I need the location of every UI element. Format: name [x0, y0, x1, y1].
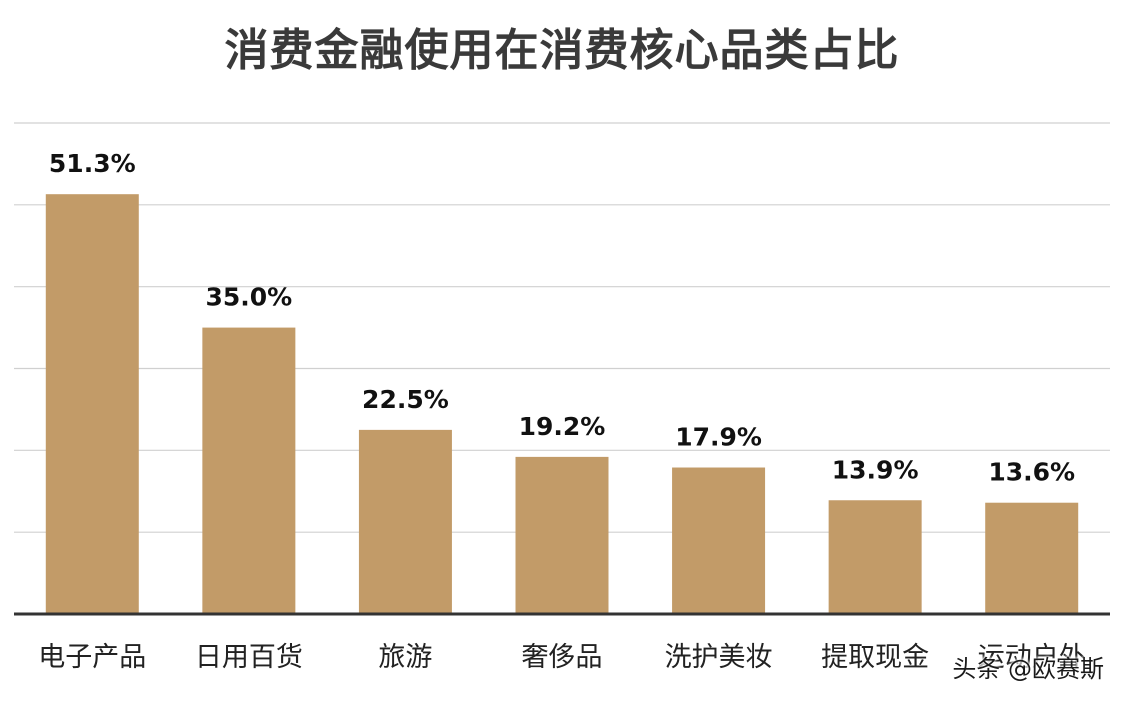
bar: [985, 502, 1079, 614]
data-label: 13.6%: [988, 458, 1075, 487]
category-label: 日用百货: [195, 642, 303, 673]
bar: [45, 194, 139, 614]
data-label: 22.5%: [362, 385, 449, 414]
chart-title: 消费金融使用在消费核心品类占比: [224, 25, 900, 76]
category-label: 洗护美妆: [665, 642, 773, 673]
data-label: 19.2%: [519, 412, 606, 441]
bar: [358, 429, 452, 614]
data-label: 17.9%: [675, 423, 762, 452]
data-label: 13.9%: [832, 455, 919, 484]
bar: [515, 456, 609, 614]
bar: [202, 327, 296, 614]
category-label: 运动户外: [978, 642, 1086, 673]
data-label: 51.3%: [49, 149, 136, 178]
bar: [828, 500, 922, 614]
data-label: 35.0%: [205, 283, 292, 312]
category-label: 电子产品: [38, 642, 146, 673]
category-label: 奢侈品: [522, 642, 603, 673]
category-label: 提取现金: [821, 642, 929, 673]
watermark-text: 头条 @欧赛斯: [952, 655, 1104, 683]
category-label: 旅游: [378, 642, 432, 673]
bar: [672, 467, 766, 614]
